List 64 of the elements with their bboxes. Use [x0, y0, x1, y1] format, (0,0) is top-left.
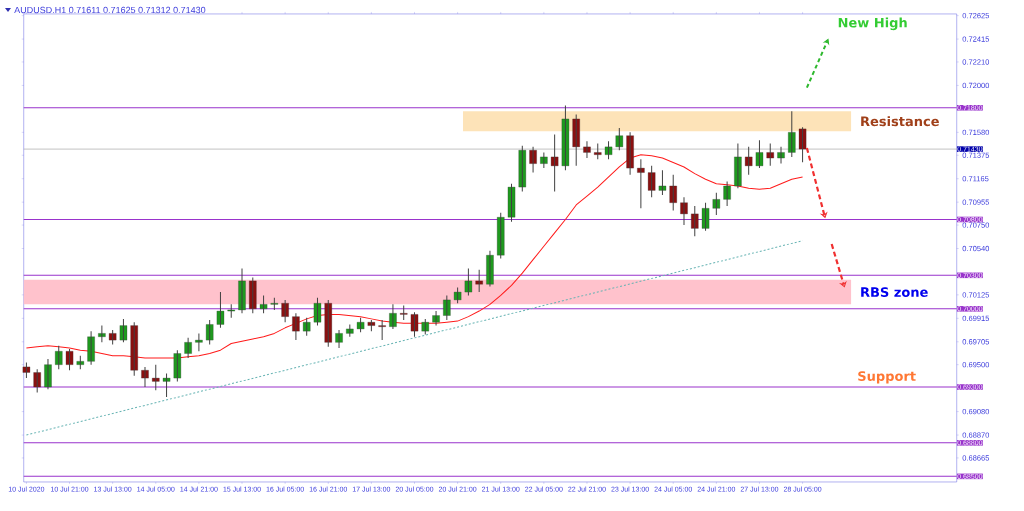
candlestick	[324, 299, 332, 348]
candlestick	[669, 174, 677, 212]
candlestick	[550, 134, 559, 193]
candlestick	[173, 349, 182, 382]
candlestick	[119, 318, 128, 343]
candlestick	[658, 169, 667, 196]
candlestick	[594, 143, 602, 160]
candlestick	[141, 366, 149, 388]
candlestick	[65, 348, 74, 371]
candlestick	[108, 329, 117, 346]
candlestick	[302, 317, 311, 337]
text: New High	[838, 17, 907, 31]
candlestick	[162, 373, 171, 398]
candlestick	[518, 145, 526, 193]
candlestick	[766, 143, 774, 167]
candlestick	[680, 196, 688, 226]
annotation: Support	[858, 371, 916, 384]
chart-title: AUDUSD.H1 0.71611 0.71625 0.71312 0.71430	[14, 6, 206, 14]
candlestick	[701, 202, 710, 232]
band-label: Resistance	[861, 116, 939, 127]
candlestick	[615, 127, 624, 151]
candlestick	[249, 277, 257, 314]
candlestick	[777, 146, 785, 165]
candlestick	[583, 140, 591, 159]
candlestick	[572, 113, 580, 167]
candlestick	[561, 105, 570, 171]
candlestick	[195, 332, 203, 352]
candlestick	[421, 318, 429, 336]
candlestick	[33, 368, 41, 394]
candlestick	[691, 205, 699, 237]
candlestick	[130, 321, 138, 377]
candlestick	[712, 192, 721, 216]
candlestick	[497, 212, 505, 260]
candlestick	[378, 319, 386, 341]
candlestick	[475, 269, 483, 293]
band-label: RBS zone	[861, 287, 928, 297]
candlestick	[647, 165, 656, 198]
candlestick	[744, 146, 753, 176]
candlestick	[464, 268, 473, 296]
candlestick	[216, 291, 225, 329]
candlestick	[637, 158, 645, 209]
candlestick	[507, 183, 516, 223]
candlestick	[453, 287, 462, 304]
candlestick	[367, 319, 376, 332]
candlestick	[604, 140, 613, 160]
candlestick	[22, 361, 31, 379]
candlestick	[270, 297, 279, 311]
candlestick	[540, 151, 548, 169]
candlestick	[76, 355, 85, 370]
candlestick	[356, 317, 365, 333]
candlestick	[346, 323, 354, 338]
candlestick	[410, 311, 419, 338]
candlestick	[798, 126, 807, 163]
candlestick	[755, 139, 764, 169]
candlestick	[313, 297, 322, 327]
candlestick	[432, 310, 440, 327]
candlestick	[227, 303, 235, 319]
candlestick	[788, 110, 796, 158]
candlestick	[443, 294, 451, 321]
candlestick	[400, 304, 408, 321]
candlestick	[152, 364, 160, 391]
candlestick	[259, 294, 268, 314]
candlestick	[205, 319, 214, 346]
candlestick	[55, 345, 63, 370]
